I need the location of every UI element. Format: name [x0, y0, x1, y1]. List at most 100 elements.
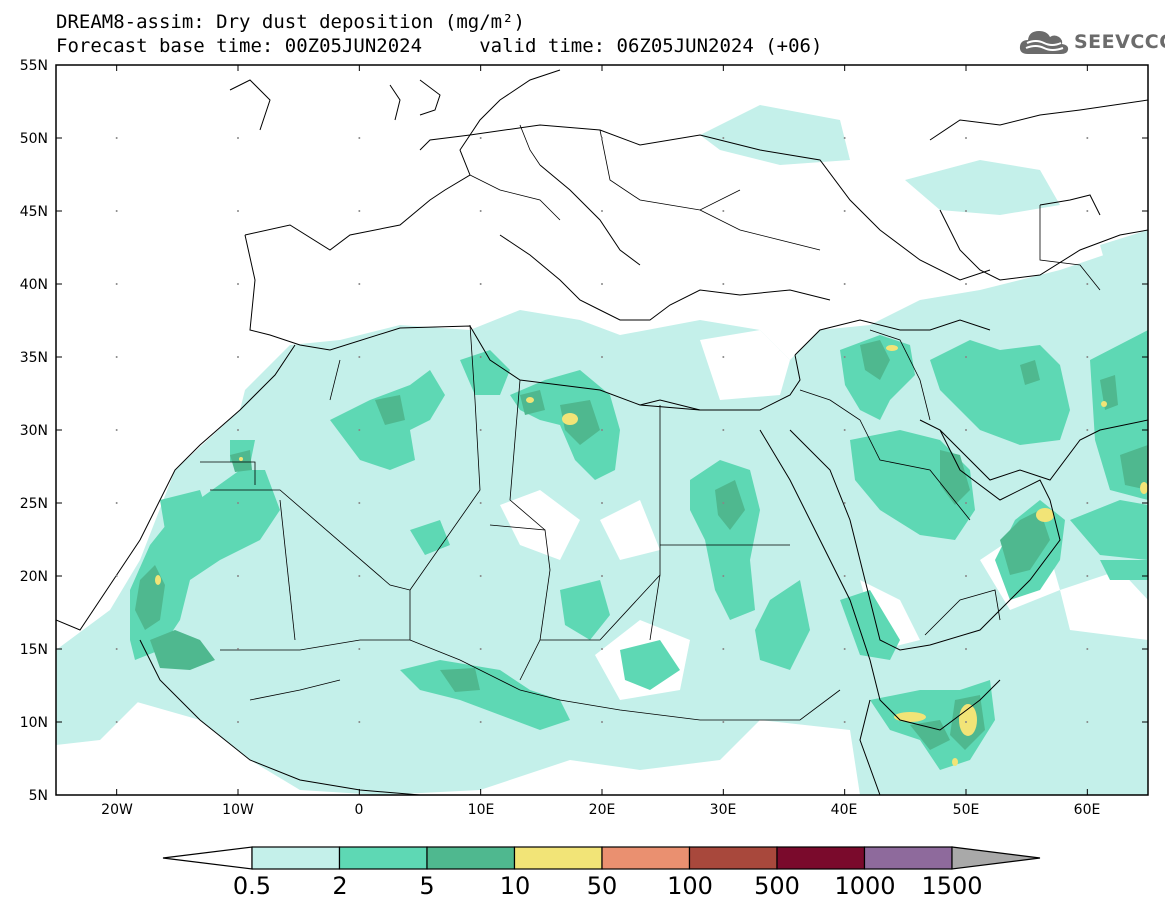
graticule-dot: [843, 137, 846, 139]
graticule-dot: [722, 210, 725, 212]
graticule-dot: [237, 575, 239, 577]
lat-label: 55N: [20, 58, 48, 74]
map-title: DREAM8-assim: Dry dust deposition (mg/m²…: [56, 11, 525, 33]
graticule-dot: [115, 429, 118, 431]
graticule-dot: [722, 137, 725, 139]
lon-label: 50E: [953, 802, 980, 818]
graticule-dot: [601, 429, 603, 431]
lat-label: 30N: [20, 423, 48, 439]
seevccc-logo: SEEVCCC: [1018, 26, 1165, 58]
dust-level-5: [135, 340, 1148, 750]
graticule-dot: [237, 502, 239, 504]
graticule-dot: [965, 429, 967, 431]
graticule-dot: [965, 502, 967, 504]
graticule-dot: [115, 137, 118, 139]
legend-color-box: [601, 846, 691, 870]
graticule-dot: [115, 648, 118, 650]
legend-label: 2: [332, 872, 347, 900]
graticule-dot: [479, 210, 482, 212]
lat-label: 35N: [20, 350, 48, 366]
legend-label: 100: [667, 872, 713, 900]
graticule-dot: [115, 575, 118, 577]
graticule-dot: [237, 356, 239, 358]
legend-color-box: [688, 846, 778, 870]
graticule-dot: [722, 283, 725, 285]
graticule-dot: [965, 283, 967, 285]
lon-label: 20E: [589, 802, 616, 818]
graticule-dot: [1086, 721, 1089, 723]
axis-ticks: [56, 64, 1148, 796]
graticule-dot: [237, 429, 239, 431]
graticule-dot: [358, 210, 361, 212]
graticule-dot: [479, 575, 482, 577]
graticule-dot: [115, 210, 118, 212]
graticule-dot: [479, 356, 482, 358]
graticule-dot: [601, 721, 603, 723]
graticule-dot: [722, 575, 725, 577]
lon-label: 10E: [468, 802, 495, 818]
graticule-dot: [237, 721, 239, 723]
legend-color-box: [338, 846, 428, 870]
graticule-dot: [1086, 210, 1089, 212]
legend-color-box: [251, 846, 341, 870]
dust-free-areas: [500, 330, 1148, 700]
graticule-dot: [965, 575, 967, 577]
graticule-dot: [479, 502, 482, 504]
legend-label: 500: [754, 872, 800, 900]
coastlines: [56, 69, 1148, 795]
legend-labels: 0.5 2 5 10 50 100 500 1000 1500: [233, 872, 983, 900]
lon-label: 10W: [222, 802, 254, 818]
graticule-dot: [358, 502, 361, 504]
graticule-dot: [115, 283, 118, 285]
cloud-icon: [1019, 31, 1069, 54]
graticule-dots: [115, 137, 1089, 723]
graticule-dot: [358, 283, 361, 285]
graticule-dot: [237, 648, 239, 650]
legend-color-box: [426, 846, 516, 870]
graticule-dot: [1086, 575, 1089, 577]
lon-label: 40E: [831, 802, 858, 818]
graticule-dot: [1086, 137, 1089, 139]
graticule-dot: [237, 283, 239, 285]
graticule-dot: [479, 429, 482, 431]
graticule-dot: [237, 210, 239, 212]
graticule-dot: [1086, 648, 1089, 650]
lon-label: 60E: [1074, 802, 1101, 818]
graticule-dot: [843, 429, 846, 431]
graticule-dot: [358, 137, 361, 139]
legend-arrow-high: [951, 846, 1041, 870]
lat-label: 20N: [20, 569, 48, 585]
graticule-dot: [115, 721, 118, 723]
graticule-dot: [722, 502, 725, 504]
lon-label: 0: [355, 802, 364, 818]
graticule-dot: [843, 575, 846, 577]
legend-label: 1500: [921, 872, 982, 900]
legend-color-boxes: [251, 846, 953, 870]
forecast-time-info: Forecast base time: 00Z05JUN2024 valid t…: [56, 35, 823, 57]
legend-color-box: [863, 846, 953, 870]
graticule-dot: [358, 648, 361, 650]
graticule-dot: [722, 648, 725, 650]
graticule-dot: [843, 356, 846, 358]
graticule-dot: [1086, 429, 1089, 431]
graticule-dot: [843, 283, 846, 285]
dust-field: [56, 105, 1148, 795]
graticule-dot: [601, 502, 603, 504]
graticule-dot: [843, 721, 846, 723]
graticule-dot: [479, 283, 482, 285]
graticule-dot: [965, 137, 967, 139]
graticule-dot: [358, 429, 361, 431]
lat-label: 40N: [20, 277, 48, 293]
graticule-dot: [1086, 356, 1089, 358]
graticule-dot: [601, 283, 603, 285]
graticule-dot: [601, 648, 603, 650]
legend-color-box: [513, 846, 603, 870]
legend-label: 1000: [834, 872, 895, 900]
graticule-dot: [115, 502, 118, 504]
legend-label: 5: [419, 872, 434, 900]
graticule-dot: [722, 721, 725, 723]
graticule-dot: [601, 575, 603, 577]
graticule-dot: [601, 356, 603, 358]
lon-label: 30E: [710, 802, 737, 818]
longitude-labels: 20W 10W 0 10E 20E 30E 40E 50E 60E: [101, 802, 1100, 818]
